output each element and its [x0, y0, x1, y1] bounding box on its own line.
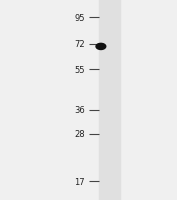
- Text: 72: 72: [74, 40, 85, 49]
- Ellipse shape: [96, 44, 106, 50]
- Bar: [99, 0, 120, 200]
- Text: 55: 55: [75, 66, 85, 75]
- Text: 17: 17: [74, 177, 85, 186]
- Text: 95: 95: [75, 14, 85, 23]
- Text: 36: 36: [74, 106, 85, 115]
- Text: 28: 28: [74, 130, 85, 139]
